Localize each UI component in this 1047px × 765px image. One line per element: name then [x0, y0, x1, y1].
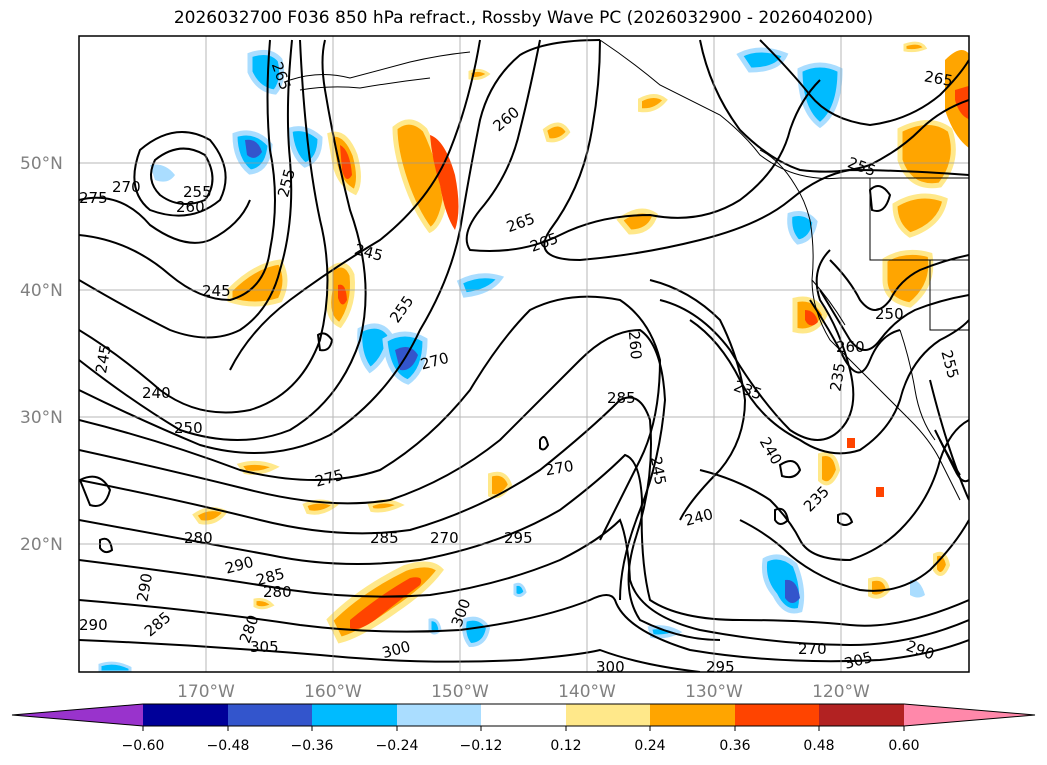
map-title: 2026032700 F036 850 hPa refract., Rossby… — [173, 8, 874, 28]
coastlines — [289, 39, 969, 501]
map-content — [79, 36, 969, 672]
contour-label: 245 — [202, 282, 231, 300]
lon-label-120w: 120°W — [812, 682, 870, 702]
contour-label: 270 — [798, 640, 827, 658]
colorbar-tick-label: −0.24 — [376, 738, 419, 754]
contour-label: 280 — [184, 529, 213, 547]
contour-label: 290 — [133, 572, 156, 603]
lon-label-150w: 150°W — [431, 682, 489, 702]
colorbar-segment — [143, 704, 228, 726]
map-area — [79, 36, 969, 672]
contour-label: 235 — [826, 361, 849, 392]
colorbar-min-extension — [12, 704, 143, 726]
contour-label: 305 — [250, 638, 279, 656]
colorbar-tick-label: 0.48 — [803, 738, 834, 754]
contour-label: 240 — [142, 384, 171, 402]
lat-label-30n: 30°N — [20, 408, 63, 428]
contour-label: 295 — [504, 529, 533, 547]
lat-label-20n: 20°N — [20, 535, 63, 555]
lon-label-140w: 140°W — [558, 682, 616, 702]
colorbar-tick-label: 0.36 — [719, 738, 750, 754]
contour-label: 245 — [647, 455, 670, 486]
contour-label: 270 — [112, 178, 141, 196]
colorbar-tick-label: −0.36 — [291, 738, 334, 754]
colorbar-segment — [312, 704, 397, 726]
colorbar-tick-label: −0.48 — [207, 738, 250, 754]
contour-label: 245 — [92, 343, 115, 374]
contour-label: 285 — [607, 389, 636, 407]
contour-label: 260 — [625, 330, 645, 360]
longitude-labels: 170°W 160°W 150°W 140°W 130°W 120°W — [177, 682, 870, 702]
contour-labels: 265 275 270 255 260 245 255 260 265 265 … — [79, 59, 962, 676]
contour-label: 295 — [706, 658, 735, 676]
colorbar-tick-label: 0.60 — [888, 738, 919, 754]
contour-label: 260 — [176, 198, 205, 216]
colorbar-ticks — [142, 726, 905, 731]
colorbar-max-extension — [904, 704, 1035, 726]
contour-label: 270 — [430, 529, 459, 547]
contour-label: 250 — [875, 305, 904, 323]
contour-label: 280 — [263, 583, 292, 601]
lon-label-130w: 130°W — [685, 682, 743, 702]
colorbar-segment — [228, 704, 312, 726]
colorbar: −0.60 −0.48 −0.36 −0.24 −0.12 0.12 0.24 … — [11, 703, 1036, 754]
lat-label-50n: 50°N — [20, 154, 63, 174]
colorbar-segment — [650, 704, 735, 726]
refractivity-contours — [79, 39, 969, 672]
contour-label: 250 — [174, 419, 203, 437]
colorbar-segment — [735, 704, 819, 726]
contour-label: 290 — [79, 616, 108, 634]
colorbar-tick-label: 0.24 — [634, 738, 665, 754]
colorbar-segment — [566, 704, 650, 726]
contour-label: 265 — [923, 67, 954, 90]
lat-label-40n: 40°N — [20, 281, 63, 301]
colorbar-segment — [481, 704, 566, 726]
map-border — [78, 35, 970, 673]
colorbar-tick-label: −0.12 — [460, 738, 503, 754]
contour-label: 255 — [183, 183, 212, 201]
negative-anomaly-patches — [98, 47, 925, 672]
contour-label: 275 — [79, 189, 108, 207]
lon-label-160w: 160°W — [304, 682, 362, 702]
latitude-labels: 50°N 40°N 30°N 20°N — [20, 154, 63, 555]
contour-label: 270 — [544, 457, 575, 480]
contour-label: 260 — [836, 338, 865, 356]
lon-label-170w: 170°W — [177, 682, 235, 702]
contour-label: 300 — [596, 658, 625, 676]
colorbar-segment — [397, 704, 481, 726]
colorbar-tick-label: −0.60 — [122, 738, 165, 754]
colorbar-segment — [819, 704, 904, 726]
contour-label: 285 — [370, 529, 399, 547]
colorbar-tick-label: 0.12 — [550, 738, 581, 754]
